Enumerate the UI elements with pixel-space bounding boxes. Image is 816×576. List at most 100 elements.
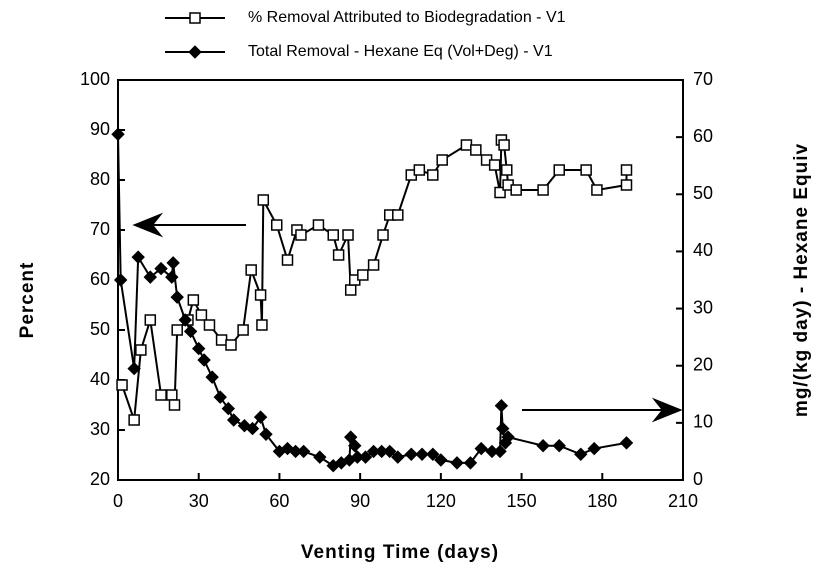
marker-square — [225, 339, 237, 351]
marker-square — [591, 184, 603, 196]
y2-tick-label: 50 — [693, 183, 713, 203]
legend-marker — [188, 45, 202, 59]
x-tick-label: 90 — [350, 491, 370, 511]
marker-square — [327, 229, 339, 241]
marker-square — [580, 164, 592, 176]
marker-diamond — [574, 447, 588, 461]
marker-diamond — [131, 250, 145, 264]
marker-square — [245, 264, 257, 276]
marker-square — [256, 319, 268, 331]
marker-square — [537, 184, 549, 196]
marker-diamond — [113, 273, 128, 287]
marker-diamond — [426, 447, 440, 461]
legend-label: Total Removal - Hexane Eq (Vol+Deg) - V1 — [248, 43, 553, 60]
marker-square — [553, 164, 565, 176]
marker-diamond — [226, 413, 241, 427]
marker-diamond — [245, 421, 260, 436]
marker-diamond — [165, 270, 179, 284]
marker-square — [620, 164, 633, 176]
marker-square — [377, 229, 389, 241]
marker-diamond — [166, 256, 180, 270]
marker-diamond — [296, 444, 311, 459]
x-tick-label: 150 — [507, 491, 537, 511]
legend-label: % Removal Attributed to Biodegradation -… — [248, 9, 566, 26]
marker-square — [427, 169, 439, 181]
marker-square — [501, 164, 513, 176]
marker-square — [436, 154, 448, 166]
marker-square — [460, 139, 473, 151]
marker-square — [215, 334, 228, 346]
marker-diamond — [391, 450, 405, 464]
marker-square — [510, 184, 522, 196]
marker-diamond — [496, 421, 510, 436]
marker-square — [254, 289, 267, 301]
marker-diamond — [111, 127, 125, 141]
marker-diamond — [619, 436, 634, 450]
marker-diamond — [221, 401, 236, 416]
marker-diamond — [313, 450, 327, 464]
marker-diamond — [494, 399, 509, 413]
x-tick-label: 120 — [426, 491, 456, 511]
x-tick-label: 180 — [587, 491, 617, 511]
y-tick-label: 40 — [90, 369, 110, 389]
marker-square — [620, 179, 633, 191]
marker-square — [168, 399, 181, 411]
marker-square — [488, 159, 501, 171]
y-tick-label: 90 — [90, 119, 110, 139]
marker-diamond — [450, 456, 464, 470]
marker-square — [392, 209, 404, 221]
marker-square — [155, 389, 167, 401]
x-tick-label: 60 — [269, 491, 289, 511]
marker-diamond — [348, 439, 362, 453]
marker-diamond — [213, 390, 227, 404]
marker-diamond — [493, 444, 507, 459]
marker-diamond — [415, 447, 429, 461]
marker-diamond — [192, 341, 206, 356]
marker-diamond — [501, 430, 515, 444]
marker-square — [128, 414, 140, 426]
y2-tick-label: 40 — [693, 240, 713, 260]
x-tick-label: 210 — [668, 491, 698, 511]
y-tick-label: 20 — [90, 469, 110, 489]
marker-diamond — [197, 353, 211, 367]
y2-tick-label: 0 — [693, 469, 703, 489]
marker-diamond — [143, 270, 157, 284]
marker-square — [494, 186, 506, 199]
marker-square — [342, 229, 354, 241]
marker-diamond — [434, 453, 448, 467]
marker-square — [312, 219, 325, 231]
y-axis-label: Percent — [17, 262, 38, 339]
marker-square — [135, 344, 147, 356]
marker-square — [116, 379, 128, 391]
marker-diamond — [183, 324, 198, 339]
marker-diamond — [383, 444, 397, 459]
marker-diamond — [127, 361, 141, 376]
marker-diamond — [404, 447, 418, 461]
marker-diamond — [536, 439, 550, 453]
y2-tick-label: 60 — [693, 126, 713, 146]
marker-diamond — [259, 427, 273, 441]
y-tick-label: 70 — [90, 219, 110, 239]
marker-square — [237, 324, 249, 336]
marker-square — [144, 314, 157, 326]
marker-square — [413, 164, 426, 176]
y2-tick-label: 20 — [693, 354, 713, 374]
marker-diamond — [552, 439, 566, 453]
marker-square — [203, 319, 216, 331]
marker-diamond — [154, 261, 168, 276]
y-tick-label: 100 — [80, 69, 110, 89]
marker-square — [295, 229, 307, 241]
marker-diamond — [205, 370, 219, 384]
legend-marker — [189, 12, 201, 24]
series-line — [121, 136, 628, 421]
marker-diamond — [587, 441, 601, 456]
y2-tick-label: 70 — [693, 69, 713, 89]
y2-tick-label: 30 — [693, 297, 713, 317]
y-tick-label: 50 — [90, 319, 110, 339]
marker-square — [367, 259, 380, 271]
marker-diamond — [178, 313, 192, 327]
marker-diamond — [358, 450, 373, 464]
y2-tick-label: 10 — [693, 412, 713, 432]
marker-square — [344, 284, 357, 296]
